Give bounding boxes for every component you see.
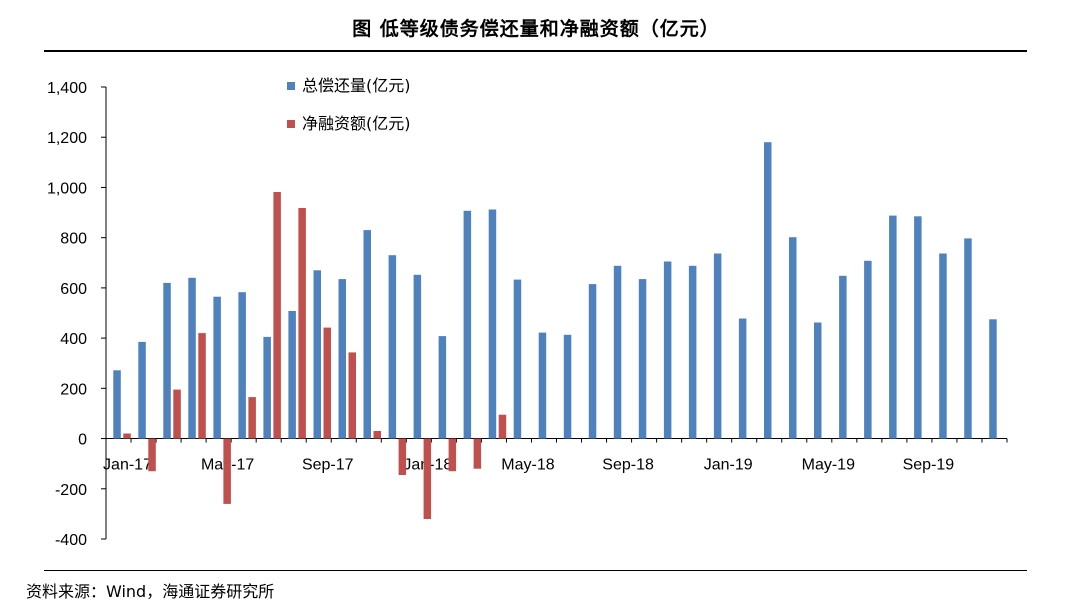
bar-net-financing (173, 389, 181, 439)
source-rule (44, 570, 1027, 571)
bar-total-repayment (388, 255, 397, 439)
bar-total-repayment (338, 279, 346, 439)
y-tick-label: -400 (55, 532, 87, 549)
y-tick-label: 0 (78, 432, 87, 449)
bar-total-repayment (864, 260, 872, 439)
bar-total-repayment (889, 215, 897, 439)
bars (113, 142, 997, 519)
source-note: 资料来源：Wind，海通证券研究所 (26, 582, 275, 601)
x-tick-label: May-18 (501, 457, 554, 474)
legend-label: 净融资额(亿元) (302, 114, 411, 133)
bar-total-repayment (363, 230, 371, 439)
legend-label: 总偿还量(亿元) (302, 76, 411, 95)
bar-net-financing (298, 208, 306, 439)
bar-total-repayment (488, 209, 497, 439)
bar-total-repayment (613, 265, 622, 439)
x-tick-label: Jan-17 (103, 457, 152, 474)
bar-net-financing (373, 431, 381, 439)
legend: 总偿还量(亿元) 净融资额(亿元) (287, 76, 411, 133)
y-tick-label: 1,200 (47, 130, 87, 147)
bar-net-financing (273, 192, 281, 439)
bar-net-financing (398, 438, 407, 475)
bar-total-repayment (438, 336, 447, 439)
x-axis: Jan-17May-17Sep-17Jan-18May-18Sep-18Jan-… (103, 438, 1008, 474)
bar-total-repayment (138, 341, 146, 439)
bar-net-financing (148, 438, 156, 472)
bar-total-repayment (263, 336, 271, 439)
y-tick-label: 200 (60, 381, 87, 398)
bar-net-financing (248, 397, 256, 439)
chart-title: 图 低等级债务偿还量和净融资额（亿元） (352, 18, 720, 40)
bar-total-repayment (638, 279, 647, 439)
bar-net-financing (123, 433, 131, 439)
bar-total-repayment (764, 142, 772, 439)
bar-total-repayment (288, 311, 296, 439)
bar-net-financing (348, 352, 356, 439)
bar-total-repayment (313, 270, 321, 439)
bar-total-repayment (688, 265, 697, 439)
legend-swatch (287, 120, 295, 128)
x-tick-label: May-19 (802, 457, 855, 474)
x-tick-label: Sep-18 (602, 457, 654, 474)
bar-total-repayment (463, 210, 472, 439)
bar-net-financing (323, 327, 331, 439)
bar-net-financing (473, 438, 482, 469)
bar-total-repayment (113, 370, 121, 439)
bar-total-repayment (163, 282, 171, 439)
y-tick-label: 1,400 (47, 80, 87, 97)
x-tick-label: Jan-19 (704, 457, 753, 474)
bar-net-financing (498, 414, 507, 439)
legend-swatch (287, 82, 295, 90)
y-axis: -400 -200 0 200 400 600 800 1,000 1,200 1,400 (47, 80, 107, 549)
bar-total-repayment (213, 296, 221, 439)
y-tick-label: 400 (60, 331, 87, 348)
bar-total-repayment (814, 322, 822, 439)
title-rule (44, 50, 1027, 52)
bar-total-repayment (663, 261, 672, 439)
bar-net-financing (198, 333, 206, 439)
x-tick-label: Sep-19 (903, 457, 955, 474)
bar-total-repayment (238, 292, 246, 439)
bar-total-repayment (989, 319, 997, 439)
bar-net-financing (423, 438, 432, 519)
bar-total-repayment (839, 275, 847, 439)
y-tick-label: -200 (55, 482, 87, 499)
y-tick-label: 800 (60, 231, 87, 248)
y-tick-label: 600 (60, 281, 87, 298)
bar-total-repayment (513, 279, 522, 439)
bar-total-repayment (563, 334, 572, 439)
bar-total-repayment (789, 237, 797, 439)
bar-total-repayment (964, 238, 972, 439)
bar-total-repayment (188, 277, 196, 439)
bar-total-repayment (588, 284, 597, 439)
bar-total-repayment (914, 216, 922, 439)
bar-total-repayment (939, 253, 947, 439)
y-tick-label: 1,000 (47, 180, 87, 197)
x-tick-label: Sep-17 (302, 457, 354, 474)
bar-total-repayment (738, 318, 747, 439)
bar-total-repayment (413, 274, 422, 439)
bar-total-repayment (713, 253, 722, 439)
bar-net-financing (448, 438, 457, 472)
bar-net-financing (223, 438, 231, 504)
bar-total-repayment (538, 332, 547, 439)
